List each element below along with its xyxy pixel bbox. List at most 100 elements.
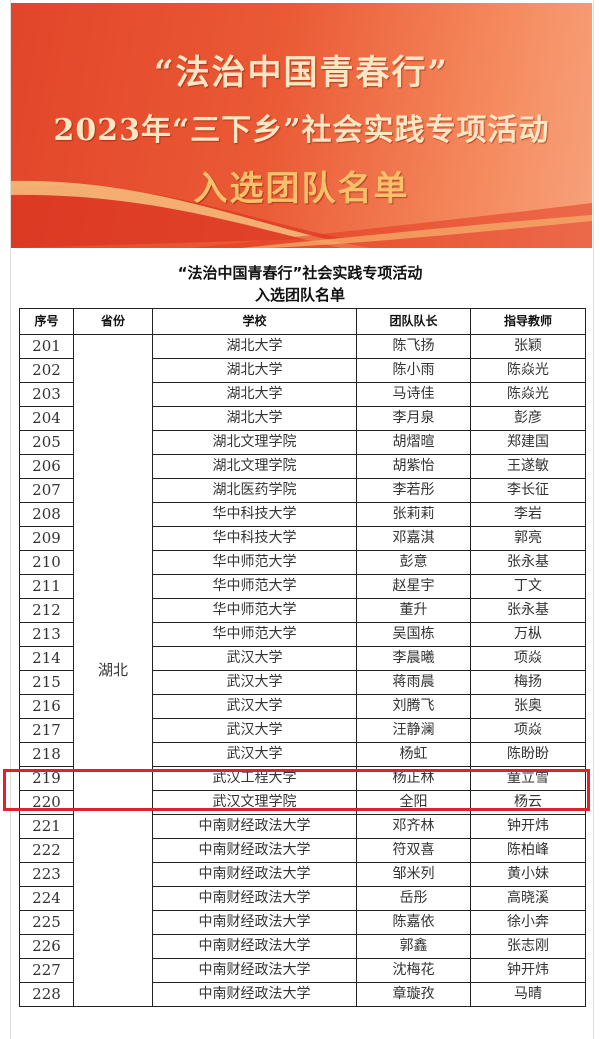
school-cell: 华中科技大学	[152, 526, 357, 551]
team-list-table: 序号 省份 学校 团队队长 指导教师 201 湖北 湖北大学 陈飞扬 张颖 202 湖北大学…	[19, 308, 586, 1007]
row-number: 224	[19, 886, 74, 911]
row-number: 221	[19, 814, 74, 839]
teacher-cell: 张颖	[470, 334, 586, 359]
school-cell: 湖北文理学院	[152, 454, 357, 479]
leader-cell: 刘腾飞	[356, 694, 471, 719]
leader-cell: 邓嘉淇	[356, 526, 471, 551]
row-number: 226	[19, 934, 74, 959]
teacher-cell: 张永基	[470, 550, 586, 575]
school-cell: 中南财经政法大学	[152, 886, 357, 911]
school-cell: 华中科技大学	[152, 502, 357, 527]
row-number: 211	[19, 574, 74, 599]
header-leader: 团队队长	[356, 308, 471, 335]
teacher-cell: 丁文	[470, 574, 586, 599]
table-row: 215 武汉大学 蒋雨晨 梅扬	[19, 670, 586, 695]
school-cell: 华中师范大学	[152, 622, 357, 647]
leader-cell: 李月泉	[356, 406, 471, 431]
banner-title-line2: 2023年“三下乡”社会实践专项活动	[53, 113, 550, 148]
row-number: 206	[19, 454, 74, 479]
document-page	[10, 0, 594, 1039]
leader-cell: 沈梅花	[356, 958, 471, 983]
row-number: 227	[19, 958, 74, 983]
teacher-cell: 项焱	[470, 646, 586, 671]
leader-cell: 邹米列	[356, 862, 471, 887]
leader-cell: 陈飞扬	[356, 334, 471, 359]
teacher-cell: 钟开炜	[470, 814, 586, 839]
teacher-cell: 王遂敏	[470, 454, 586, 479]
table-row: 227 中南财经政法大学 沈梅花 钟开炜	[19, 958, 586, 983]
teacher-cell: 郭亮	[470, 526, 586, 551]
teacher-cell: 高晓溪	[470, 886, 586, 911]
school-cell: 武汉大学	[152, 742, 357, 767]
table-row: 208 华中科技大学 张莉莉 李岩	[19, 502, 586, 527]
school-cell: 武汉大学	[152, 646, 357, 671]
leader-cell: 赵星宇	[356, 574, 471, 599]
document-subtitle: 入选团队名单	[254, 286, 345, 304]
school-cell: 中南财经政法大学	[152, 862, 357, 887]
leader-cell: 陈嘉依	[356, 910, 471, 935]
header-province: 省份	[73, 308, 153, 335]
row-number: 215	[19, 670, 74, 695]
banner-title-line1: “法治中国青春行”	[153, 53, 450, 93]
leader-cell: 李晨曦	[356, 646, 471, 671]
leader-cell: 胡熠暄	[356, 430, 471, 455]
row-number: 228	[19, 982, 74, 1007]
row-number: 225	[19, 910, 74, 935]
teacher-cell: 张志刚	[470, 934, 586, 959]
teacher-cell: 李长征	[470, 478, 586, 503]
table-header-row: 序号 省份 学校 团队队长 指导教师	[19, 308, 586, 335]
row-number: 209	[19, 526, 74, 551]
leader-cell: 陈小雨	[356, 358, 471, 383]
teacher-cell: 李岩	[470, 502, 586, 527]
school-cell: 湖北大学	[152, 382, 357, 407]
banner-title-line3: 入选团队名单	[193, 169, 410, 209]
leader-cell: 马诗佳	[356, 382, 471, 407]
table-row: 221 中南财经政法大学 邓齐林 钟开炜	[19, 814, 586, 839]
row-number: 210	[19, 550, 74, 575]
row-number: 202	[19, 358, 74, 383]
table-row: 204 湖北大学 李月泉 彭彦	[19, 406, 586, 431]
teacher-cell: 郑建国	[470, 430, 586, 455]
teacher-cell: 陈盼盼	[470, 742, 586, 767]
document-title: “法治中国青春行”社会实践专项活动	[177, 264, 423, 282]
province-cell: 湖北	[73, 334, 153, 1007]
school-cell: 湖北大学	[152, 358, 357, 383]
header-banner: “法治中国青春行” 2023年“三下乡”社会实践专项活动 入选团队名单	[11, 3, 592, 248]
teacher-cell: 张永基	[470, 598, 586, 623]
row-number: 213	[19, 622, 74, 647]
row-number: 223	[19, 862, 74, 887]
school-cell: 中南财经政法大学	[152, 982, 357, 1007]
table-row: 211 华中师范大学 赵星宇 丁文	[19, 574, 586, 599]
teacher-cell: 张奥	[470, 694, 586, 719]
table-row: 212 华中师范大学 董升 张永基	[19, 598, 586, 623]
leader-cell: 汪静澜	[356, 718, 471, 743]
school-cell: 华中师范大学	[152, 598, 357, 623]
school-cell: 武汉大学	[152, 718, 357, 743]
banner-swoosh-decoration	[11, 180, 592, 248]
leader-cell: 胡紫怡	[356, 454, 471, 479]
row-number: 207	[19, 478, 74, 503]
leader-cell: 彭意	[356, 550, 471, 575]
table-row: 228 中南财经政法大学 章璇孜 马晴	[19, 982, 586, 1007]
school-cell: 中南财经政法大学	[152, 958, 357, 983]
row-number: 214	[19, 646, 74, 671]
teacher-cell: 马晴	[470, 982, 586, 1007]
row-number: 203	[19, 382, 74, 407]
leader-cell: 张莉莉	[356, 502, 471, 527]
school-cell: 湖北文理学院	[152, 430, 357, 455]
school-cell: 湖北大学	[152, 334, 357, 359]
table-row: 209 华中科技大学 邓嘉淇 郭亮	[19, 526, 586, 551]
row-number: 218	[19, 742, 74, 767]
school-cell: 中南财经政法大学	[152, 910, 357, 935]
leader-cell: 邓齐林	[356, 814, 471, 839]
school-cell: 中南财经政法大学	[152, 814, 357, 839]
school-cell: 武汉大学	[152, 694, 357, 719]
teacher-cell: 陈焱光	[470, 358, 586, 383]
leader-cell: 吴国栋	[356, 622, 471, 647]
school-cell: 湖北大学	[152, 406, 357, 431]
school-cell: 湖北医药学院	[152, 478, 357, 503]
table-row: 218 武汉大学 杨虹 陈盼盼	[19, 742, 586, 767]
row-number: 217	[19, 718, 74, 743]
teacher-cell: 陈焱光	[470, 382, 586, 407]
table-row: 225 中南财经政法大学 陈嘉依 徐小奔	[19, 910, 586, 935]
